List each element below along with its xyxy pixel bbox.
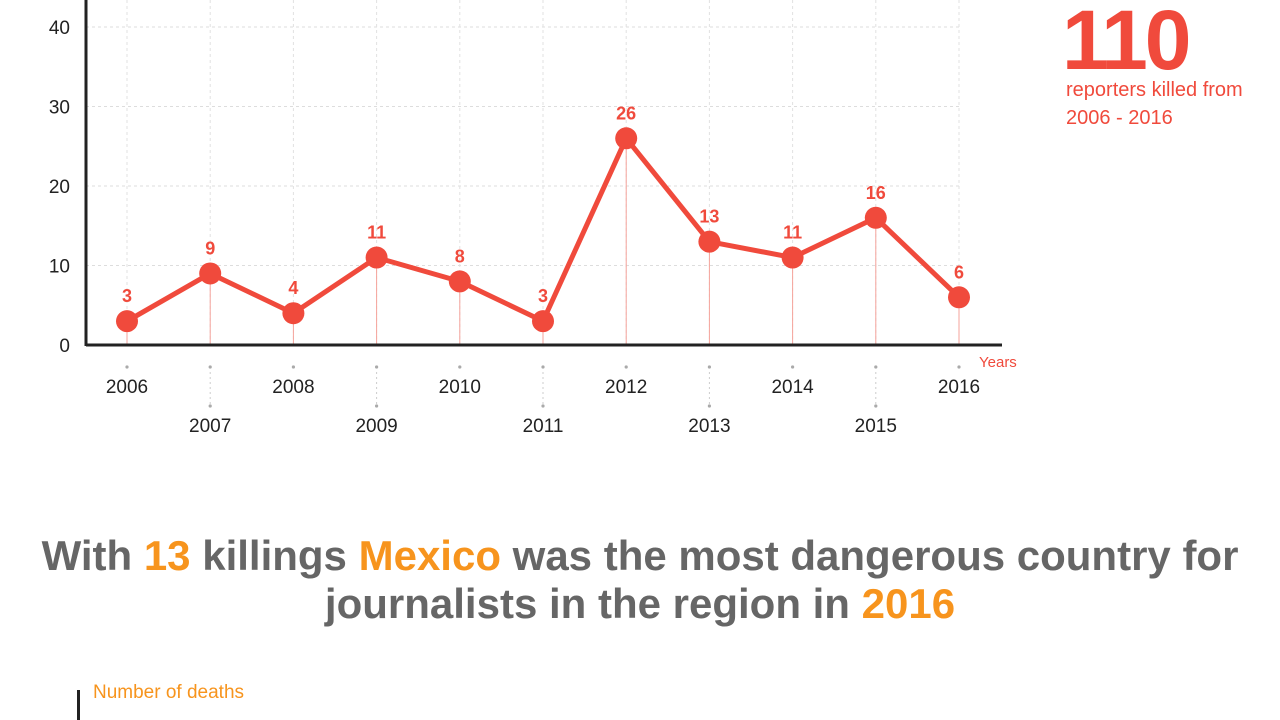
data-points: [116, 127, 970, 333]
x-tick-dot: [541, 404, 545, 408]
x-tick-dot: [874, 404, 878, 408]
data-label: 6: [954, 262, 964, 282]
x-tick-dot: [707, 404, 712, 408]
data-label: 11: [783, 223, 802, 243]
x-tick-dot: [458, 365, 462, 369]
x-tick-label: 2013: [688, 416, 730, 437]
y-tick-label: 20: [49, 177, 70, 198]
data-point: [365, 246, 388, 269]
y-ticks: 0 10 20 30 40: [49, 18, 70, 357]
x-tick-dot: [375, 365, 379, 369]
x-ticks: 2006 2007 2008 2009 2010 2011 2012 2013 2014 2015…: [106, 365, 980, 437]
data-labels: 3 9 4 11 8 3 26 13 11 16 6: [122, 103, 964, 306]
x-tick-dot: [541, 365, 545, 369]
data-point: [698, 230, 721, 253]
x-tick-label: 2006: [106, 377, 148, 398]
data-point: [199, 262, 222, 285]
x-axis-title: Years: [979, 354, 1017, 371]
data-label: 13: [699, 207, 719, 227]
data-label: 8: [455, 246, 465, 266]
y-tick-label: 10: [49, 257, 70, 278]
data-label: 26: [616, 103, 636, 123]
x-tick-label: 2007: [189, 416, 231, 437]
headline: With 13 killings Mexico was the most dan…: [0, 532, 1280, 628]
data-point: [116, 310, 138, 333]
y-tick-label: 40: [49, 18, 70, 39]
x-tick-label: 2016: [938, 377, 980, 398]
headline-year: 2016: [861, 580, 956, 627]
headline-count: 13: [143, 532, 191, 579]
data-point: [864, 206, 887, 229]
x-tick-dot: [791, 365, 795, 369]
x-tick-dot: [624, 365, 628, 369]
x-tick-dot: [291, 365, 295, 369]
x-tick-dot: [125, 365, 129, 369]
data-label: 9: [205, 238, 215, 258]
x-tick-dot: [707, 365, 712, 369]
x-tick-dot: [375, 404, 379, 408]
second-chart-y-axis: [77, 690, 80, 720]
data-point: [948, 286, 970, 309]
y-tick-label: 0: [59, 336, 70, 357]
x-tick-label: 2009: [355, 416, 397, 437]
headline-text-3: was the most dangerous country for journ…: [324, 532, 1239, 627]
x-tick-dot: [957, 365, 961, 369]
data-label: 4: [288, 278, 298, 298]
data-label: 16: [866, 183, 886, 203]
data-point: [448, 270, 471, 293]
headline-text-1: With: [41, 532, 144, 579]
second-chart-y-label: Number of deaths: [93, 682, 245, 703]
x-tick-label: 2015: [855, 416, 897, 437]
y-tick-label: 30: [49, 98, 70, 119]
data-point: [781, 246, 804, 269]
total-killed-number: 110: [1062, 0, 1192, 87]
grid: [86, 0, 960, 345]
data-label: 3: [538, 286, 548, 306]
total-killed-caption: reporters killed from 2006 - 2016: [1066, 79, 1243, 129]
headline-text-2: killings: [190, 532, 359, 579]
headline-country: Mexico: [358, 532, 501, 579]
x-tick-label: 2014: [771, 377, 814, 398]
data-point: [615, 127, 638, 150]
x-tick-dot: [208, 404, 212, 408]
data-point: [532, 310, 554, 333]
x-tick-dot: [874, 365, 878, 369]
data-point: [282, 302, 305, 325]
x-tick-label: 2008: [272, 377, 314, 398]
x-tick-label: 2010: [439, 377, 481, 398]
x-tick-label: 2011: [523, 416, 564, 437]
x-tick-label: 2012: [605, 377, 647, 398]
data-label: 3: [122, 286, 132, 306]
x-tick-dot: [208, 365, 212, 369]
data-label: 11: [367, 223, 386, 243]
